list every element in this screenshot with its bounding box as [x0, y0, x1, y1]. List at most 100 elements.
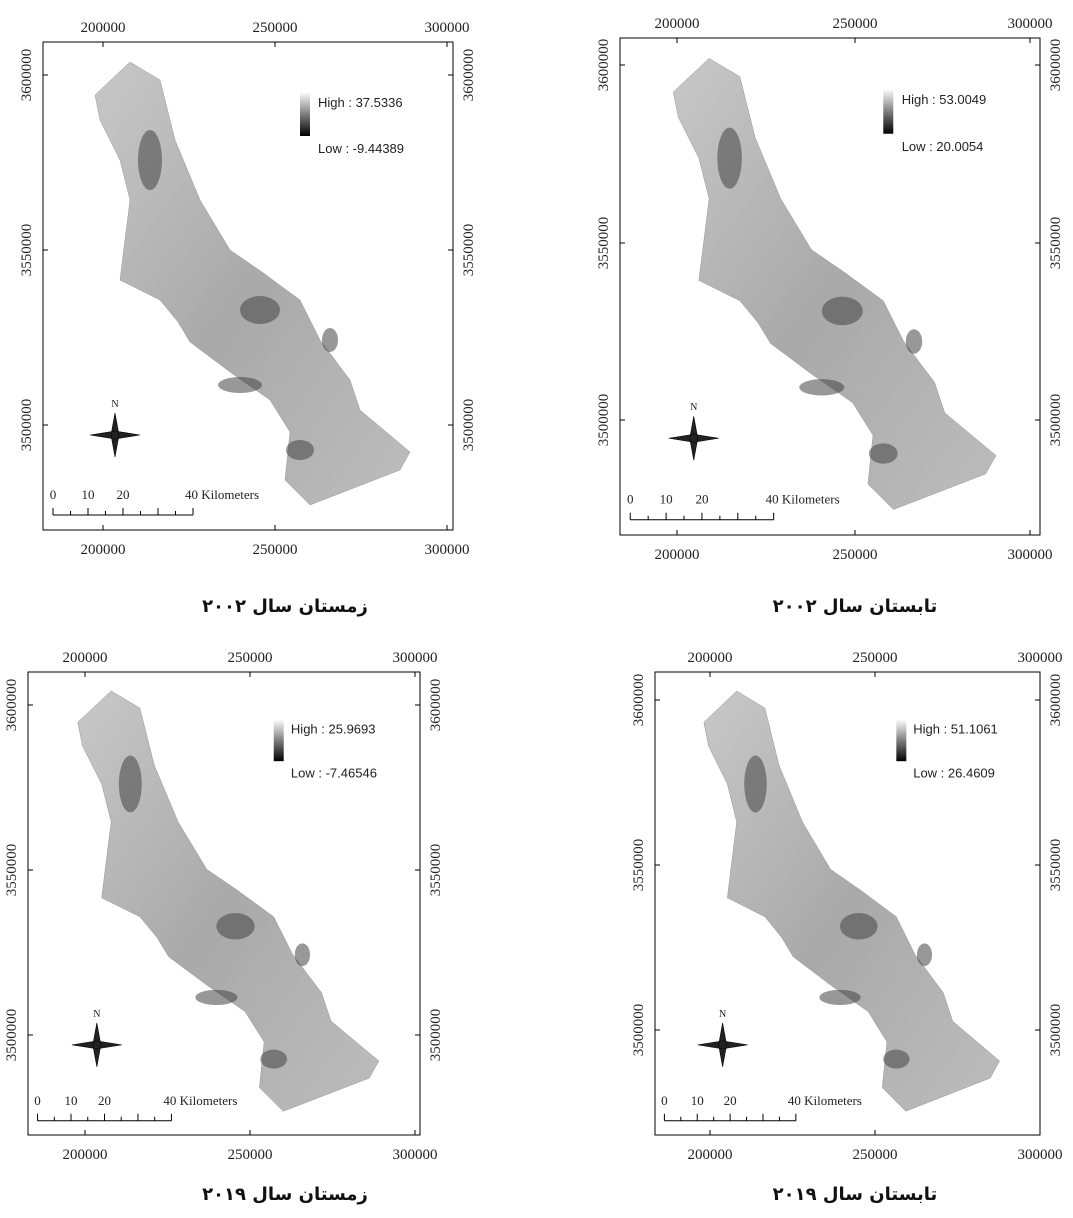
y-coord-label: 3500000	[1048, 394, 1064, 447]
x-coord-label: 300000	[425, 542, 470, 558]
scale-label: 10	[691, 1093, 704, 1108]
x-coord-label: 200000	[688, 1147, 733, 1163]
dark-area	[322, 328, 338, 352]
y-coord-label: 3500000	[19, 399, 35, 452]
legend-low: Low : -7.46546	[291, 765, 377, 780]
x-coord-label: 250000	[228, 650, 273, 666]
map-panel: 200000 200000 250000 250000 300000 300000 3600…	[596, 16, 1064, 617]
x-coord-label: 200000	[81, 20, 126, 36]
dark-area	[868, 443, 898, 464]
y-coord-label: 3500000	[1048, 1004, 1064, 1057]
y-coord-label: 3600000	[631, 674, 647, 727]
x-coord-label: 250000	[833, 547, 878, 563]
scale-label: 0	[50, 487, 57, 502]
y-coord-label: 3550000	[631, 839, 647, 892]
north-arrow	[697, 1022, 748, 1067]
x-coord-label: 300000	[393, 1147, 438, 1163]
x-coord-label: 300000	[425, 20, 470, 36]
x-coord-label: 250000	[228, 1147, 273, 1163]
x-coord-label: 300000	[1018, 1147, 1063, 1163]
y-coord-label: 3600000	[1048, 39, 1064, 92]
legend-ramp	[896, 719, 907, 762]
x-coord-label: 300000	[1008, 16, 1053, 32]
x-coord-label: 200000	[655, 547, 700, 563]
study-area	[77, 690, 380, 1112]
scale-label: 20	[117, 487, 130, 502]
legend-ramp	[273, 719, 284, 762]
north-label: N	[111, 399, 118, 410]
y-coord-label: 3600000	[4, 679, 20, 732]
y-coord-label: 3600000	[1048, 674, 1064, 727]
y-coord-label: 3550000	[461, 224, 477, 277]
north-label: N	[719, 1009, 726, 1020]
map-caption: تابستان سال ۲۰۱۹	[773, 1184, 938, 1205]
scale-label: 40 Kilometers	[185, 487, 259, 502]
x-coord-label: 200000	[63, 1147, 108, 1163]
legend-ramp	[300, 92, 310, 136]
y-coord-label: 3500000	[428, 1009, 444, 1062]
x-coord-label: 250000	[253, 20, 298, 36]
map-panel: 200000 200000 250000 250000 300000 300000 3600…	[19, 20, 477, 617]
x-coord-label: 300000	[1018, 650, 1063, 666]
map-panel: 200000 200000 250000 250000 300000 300000 3600…	[631, 650, 1064, 1205]
y-coord-label: 3550000	[596, 217, 612, 270]
map-caption: تابستان سال ۲۰۰۲	[773, 596, 938, 617]
scale-label: 10	[82, 487, 95, 502]
x-coord-label: 200000	[63, 650, 108, 666]
study-area	[703, 690, 1000, 1112]
scale-label: 20	[724, 1093, 737, 1108]
dark-area	[819, 989, 861, 1006]
dark-area	[821, 296, 863, 326]
y-coord-label: 3500000	[4, 1009, 20, 1062]
scale-label: 40 Kilometers	[163, 1093, 237, 1108]
north-arrow	[71, 1022, 122, 1067]
scale-label: 40 Kilometers	[788, 1093, 862, 1108]
dark-area	[717, 127, 742, 189]
scale-label: 20	[695, 492, 708, 507]
scale-label: 0	[627, 492, 634, 507]
legend-high: High : 51.1061	[913, 722, 998, 737]
y-coord-label: 3550000	[4, 844, 20, 897]
x-coord-label: 300000	[393, 650, 438, 666]
dark-area	[286, 440, 314, 460]
legend-ramp	[883, 88, 894, 134]
dark-area	[744, 755, 767, 813]
x-coord-label: 300000	[1008, 547, 1053, 563]
y-coord-label: 3550000	[1048, 217, 1064, 270]
dark-area	[218, 377, 262, 393]
dark-area	[905, 329, 923, 354]
dark-area	[195, 989, 238, 1006]
y-coord-label: 3600000	[461, 49, 477, 102]
legend-low: Low : 26.4609	[913, 765, 995, 780]
dark-area	[260, 1049, 288, 1069]
north-label: N	[93, 1009, 100, 1020]
y-coord-label: 3550000	[19, 224, 35, 277]
x-coord-label: 250000	[253, 542, 298, 558]
y-coord-label: 3600000	[596, 39, 612, 92]
dark-area	[240, 296, 280, 324]
scale-label: 20	[98, 1093, 111, 1108]
scale-label: 10	[65, 1093, 78, 1108]
x-coord-label: 200000	[81, 542, 126, 558]
y-coord-label: 3500000	[461, 399, 477, 452]
north-label: N	[690, 402, 697, 413]
study-area	[94, 61, 411, 506]
study-area	[672, 58, 997, 510]
north-arrow	[668, 416, 719, 461]
dark-area	[883, 1049, 910, 1069]
dark-area	[216, 912, 255, 940]
scale-label: 10	[660, 492, 673, 507]
legend-low: Low : 20.0054	[902, 139, 984, 154]
north-arrow	[89, 412, 141, 458]
legend-high: High : 37.5336	[318, 95, 403, 110]
y-coord-label: 3600000	[428, 679, 444, 732]
dark-area	[294, 943, 311, 967]
x-coord-label: 200000	[688, 650, 733, 666]
dark-area	[916, 943, 933, 967]
legend-low: Low : -9.44389	[318, 141, 404, 156]
dark-area	[839, 912, 878, 940]
x-coord-label: 200000	[655, 16, 700, 32]
map-caption: زمستان سال ۲۰۱۹	[202, 1184, 368, 1205]
scale-label: 40 Kilometers	[766, 492, 840, 507]
legend-high: High : 53.0049	[902, 92, 987, 107]
